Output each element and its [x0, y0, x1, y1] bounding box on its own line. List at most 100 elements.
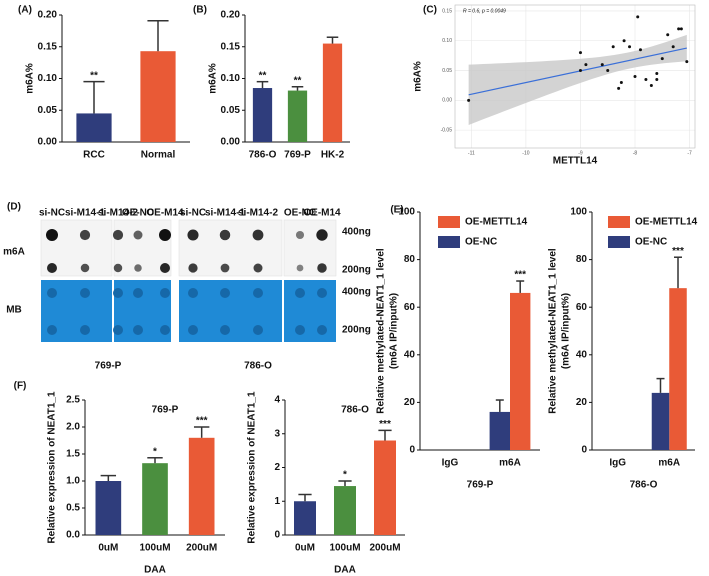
- bar: [142, 463, 168, 535]
- point: [677, 27, 681, 31]
- point: [685, 60, 689, 64]
- bar: [322, 43, 343, 143]
- x-tick-label: m6A: [499, 458, 521, 469]
- cell-label: 769-P: [95, 361, 122, 372]
- y-tick-label: 20: [576, 397, 588, 408]
- amount-label: 200ng: [342, 265, 371, 276]
- x-tick-label: 200uM: [186, 543, 217, 554]
- chart-title: 786-O: [341, 405, 369, 416]
- column-label: si-M14-1: [205, 208, 245, 219]
- dot: [47, 325, 57, 335]
- dot: [46, 229, 58, 241]
- bar: [510, 292, 531, 450]
- error-bar: [193, 426, 210, 438]
- legend-swatch: [608, 216, 630, 228]
- bar: [374, 440, 396, 535]
- bar: [76, 113, 112, 142]
- dot: [220, 263, 230, 273]
- y-tick-label: 0.05: [442, 68, 452, 74]
- point: [622, 39, 626, 43]
- error-bar: [298, 493, 312, 502]
- y-tick-label: 0.00: [38, 137, 58, 148]
- dot: [187, 229, 199, 241]
- dot: [253, 263, 263, 273]
- dot: [160, 325, 170, 335]
- error-bar: [83, 80, 105, 114]
- significance-label: **: [294, 75, 302, 86]
- point: [611, 45, 615, 49]
- y-axis-label: Relative expression of NEAT1_1: [247, 391, 258, 544]
- significance-label: ***: [672, 246, 684, 257]
- dot: [317, 263, 327, 273]
- y-tick-label: 0.0: [66, 530, 80, 541]
- error-bar: [291, 86, 304, 91]
- error-bar: [326, 36, 339, 44]
- dot: [133, 230, 143, 240]
- point: [628, 45, 632, 49]
- y-tick-label: -0.05: [441, 127, 453, 133]
- blot-mb: [284, 280, 336, 342]
- error-bar: [674, 256, 683, 289]
- point: [679, 27, 683, 31]
- y-axis-label: (m6A IP/input%): [389, 293, 400, 369]
- x-tick-label: -9: [578, 150, 583, 156]
- legend-label: OE-METTL14: [635, 217, 698, 228]
- bar: [140, 51, 176, 142]
- error-bar: [147, 19, 169, 52]
- dot: [80, 263, 90, 273]
- dot: [188, 263, 198, 273]
- bar: [334, 486, 356, 535]
- column-label: OE-NC: [284, 208, 316, 219]
- error-bar: [338, 480, 352, 487]
- point: [578, 51, 582, 55]
- x-tick-label: HK-2: [321, 150, 345, 161]
- legend-swatch: [438, 236, 460, 248]
- point: [584, 63, 588, 67]
- bar: [294, 501, 316, 535]
- panel-label: (F): [14, 381, 27, 392]
- chart-title: 769-P: [152, 405, 179, 416]
- significance-label: ***: [196, 416, 208, 427]
- dot: [159, 229, 171, 241]
- x-axis-label: DAA: [334, 565, 356, 576]
- error-bar: [256, 80, 269, 89]
- dot: [79, 229, 91, 241]
- x-axis-label: METTL14: [553, 156, 598, 167]
- point: [633, 75, 637, 78]
- annotation: R = 0.6, p = 0.0049: [463, 8, 506, 14]
- bar: [252, 88, 273, 142]
- y-axis-label: (m6A IP/input%): [561, 293, 572, 369]
- column-label: OE-M14: [303, 208, 341, 219]
- y-axis-label: m6A%: [25, 63, 36, 94]
- x-tick-label: -10: [522, 150, 529, 156]
- dot: [295, 230, 305, 240]
- y-tick-label: 0.15: [38, 41, 58, 52]
- y-axis-label: Relative expression of NEAT1_1: [47, 391, 58, 544]
- dot: [133, 325, 143, 335]
- significance-label: ***: [514, 270, 526, 281]
- dot: [188, 325, 198, 335]
- x-axis-label: 786-O: [630, 480, 658, 491]
- point: [619, 80, 623, 84]
- fit-line: [468, 47, 687, 96]
- amount-label: 400ng: [342, 287, 371, 298]
- column-label: si-NC: [39, 208, 65, 219]
- y-tick-label: 40: [576, 349, 588, 360]
- y-tick-label: 4: [274, 395, 280, 406]
- y-tick-label: 0.05: [38, 105, 58, 116]
- point: [578, 69, 582, 73]
- y-axis-label: Relative methylated-NEAT1_1 level: [376, 248, 387, 414]
- point: [636, 15, 640, 19]
- x-tick-label: 0uM: [98, 543, 118, 554]
- y-tick-label: 0.10: [38, 73, 58, 84]
- y-axis-label: m6A%: [413, 61, 424, 92]
- bar: [669, 288, 687, 450]
- column-label: OE-M14: [146, 208, 184, 219]
- x-tick-label: -7: [687, 150, 692, 156]
- cell-label: 786-O: [244, 361, 272, 372]
- point: [606, 69, 610, 73]
- error-bar: [656, 377, 665, 393]
- column-label: si-M14-1: [65, 208, 105, 219]
- significance-label: ***: [379, 419, 391, 430]
- x-tick-label: Normal: [141, 150, 176, 161]
